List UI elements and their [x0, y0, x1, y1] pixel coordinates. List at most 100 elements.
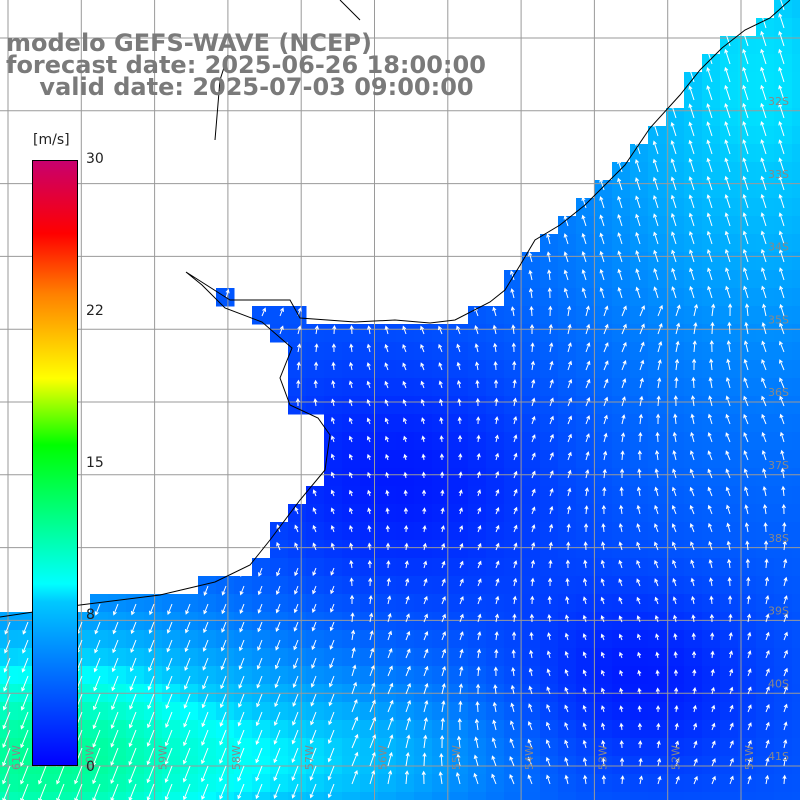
wind-arrow: [329, 657, 335, 669]
wind-arrow: [279, 307, 284, 317]
wind-speed-cell: [558, 792, 577, 804]
latitude-label: 40S: [768, 677, 789, 690]
latitude-label: 33S: [768, 168, 789, 181]
wind-speed-cell: [234, 594, 253, 613]
wind-speed-cell: [792, 540, 800, 559]
wind-speed-cell: [792, 720, 800, 739]
wind-arrow: [617, 213, 623, 227]
wind-speed-cell: [522, 432, 541, 451]
wind-speed-cell: [342, 522, 361, 541]
wind-arrow: [599, 250, 605, 263]
wind-speed-cell: [468, 540, 487, 559]
wind-arrow: [350, 612, 355, 623]
wind-arrow: [672, 596, 677, 605]
wind-speed-cell: [414, 612, 433, 631]
wind-speed-cell: [252, 756, 271, 775]
wind-arrow: [634, 159, 641, 173]
wind-arrow: [761, 322, 767, 335]
wind-arrow: [459, 595, 464, 605]
longitude-label: 58W: [230, 745, 243, 770]
wind-speed-cell: [522, 396, 541, 415]
wind-arrow: [349, 594, 355, 605]
wind-arrow: [603, 360, 609, 371]
wind-speed-cell: [450, 522, 469, 541]
wind-arrow: [441, 665, 446, 677]
wind-speed-cell: [504, 414, 523, 433]
wind-arrow: [313, 361, 319, 371]
wind-arrow: [762, 467, 767, 479]
wind-arrow: [164, 729, 173, 747]
wind-speed-cell: [468, 432, 487, 451]
wind-speed-cell: [522, 450, 541, 469]
colorbar-tick: 22: [86, 303, 104, 319]
wind-arrow: [238, 657, 245, 671]
wind-arrow: [654, 578, 659, 587]
wind-speed-cell: [594, 414, 613, 433]
wind-arrow: [711, 740, 716, 749]
wind-speed-cell: [594, 450, 613, 469]
wind-arrow: [688, 157, 695, 173]
wind-speed-cell: [468, 648, 487, 667]
wind-speed-cell: [666, 792, 685, 804]
wind-speed-cell: [468, 702, 487, 721]
wind-speed-cell: [378, 774, 397, 793]
wind-arrow: [92, 747, 101, 767]
wind-speed-cell: [432, 540, 451, 559]
wind-speed-cell: [684, 738, 703, 757]
wind-arrow: [221, 585, 227, 596]
wind-speed-cell: [702, 756, 721, 775]
wind-arrow: [549, 523, 554, 533]
wind-speed-cell: [486, 432, 505, 451]
wind-speed-cell: [306, 666, 325, 685]
wind-speed-cell: [0, 702, 19, 721]
wind-arrow: [711, 704, 716, 713]
wind-speed-cell: [576, 468, 595, 487]
wind-arrow: [688, 85, 695, 101]
wind-speed-cell: [612, 486, 631, 505]
wind-arrow: [564, 739, 569, 749]
wind-speed-cell: [414, 540, 433, 559]
wind-speed-cell: [378, 702, 397, 721]
wind-arrow: [742, 102, 749, 119]
wind-speed-cell: [324, 360, 343, 379]
wind-speed-cell: [486, 522, 505, 541]
wind-speed-cell: [540, 648, 559, 667]
wind-speed-cell: [594, 432, 613, 451]
wind-arrow: [747, 668, 752, 677]
wind-arrow: [238, 675, 245, 689]
wind-arrow: [567, 469, 572, 479]
wind-arrow: [458, 683, 464, 695]
wind-arrow: [761, 431, 767, 443]
wind-arrow: [529, 649, 534, 659]
wind-arrow: [617, 286, 623, 299]
wind-speed-cell: [522, 270, 541, 289]
wind-arrow: [348, 398, 353, 407]
wind-arrow: [782, 774, 787, 785]
wind-speed-cell: [630, 666, 649, 685]
wind-speed-cell: [522, 522, 541, 541]
wind-arrow: [366, 435, 371, 443]
wind-speed-cell: [774, 522, 793, 541]
wind-arrow: [581, 232, 587, 245]
wind-arrow: [384, 399, 389, 407]
wind-speed-cell: [414, 720, 433, 739]
wind-speed-cell: [486, 792, 505, 804]
wind-speed-cell: [594, 720, 613, 739]
wind-arrow: [221, 603, 227, 615]
wind-arrow: [656, 740, 661, 749]
wind-arrow: [420, 380, 425, 389]
wind-speed-cell: [396, 702, 415, 721]
wind-arrow: [219, 711, 227, 727]
wind-arrow: [164, 747, 173, 765]
wind-arrow: [455, 772, 461, 785]
wind-arrow: [510, 306, 515, 317]
wind-arrow: [617, 195, 623, 209]
wind-arrow: [182, 783, 191, 801]
wind-speed-cell: [180, 792, 199, 804]
wind-speed-cell: [396, 630, 415, 649]
wind-speed-cell: [594, 378, 613, 397]
wind-speed-cell: [486, 648, 505, 667]
wind-arrow: [296, 343, 302, 353]
wind-arrow: [403, 453, 408, 461]
wind-speed-cell: [612, 396, 631, 415]
